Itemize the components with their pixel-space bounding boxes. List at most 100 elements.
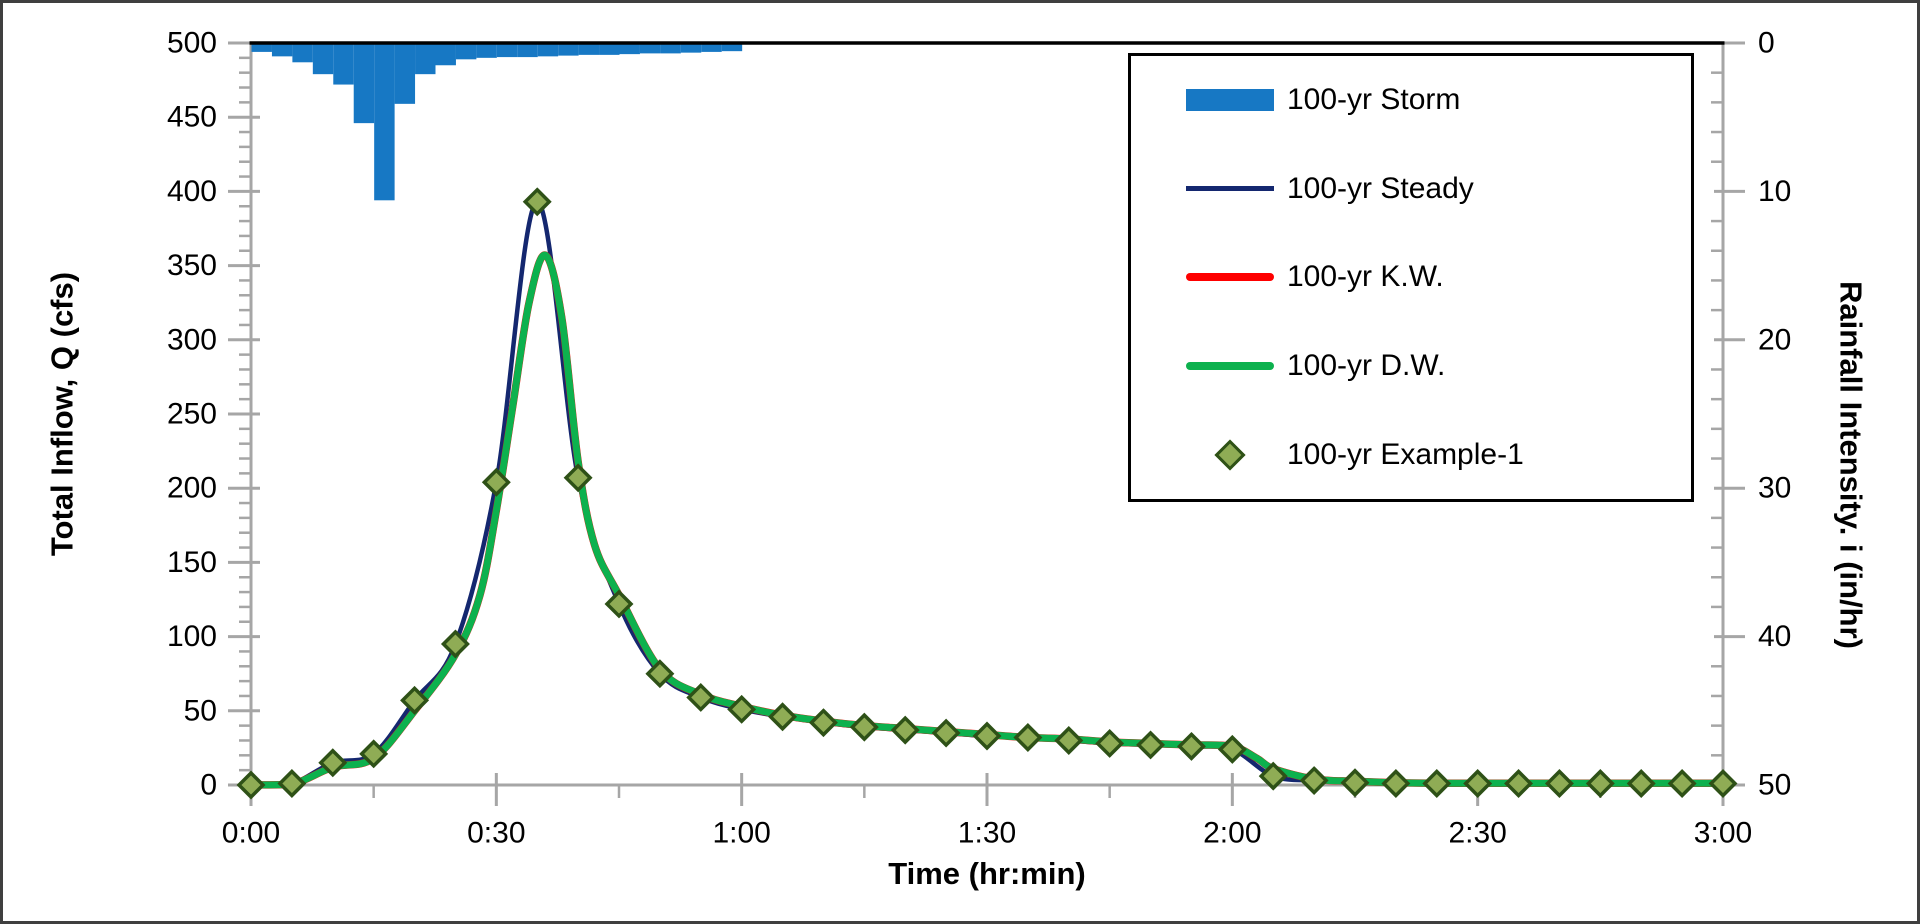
example1-diamond-marker (318, 748, 348, 778)
kw-line-swatch (1186, 273, 1274, 282)
example1-diamond-marker (1381, 769, 1411, 798)
legend-label-example1: 100-yr Example-1 (1287, 437, 1524, 471)
legend-item-steady: 100-yr Steady (1131, 145, 1691, 234)
x-tick-label: 1:00 (712, 817, 770, 850)
legend-label-dw: 100-yr D.W. (1287, 349, 1446, 383)
example1-diamond-marker (727, 694, 757, 724)
storm-bar (537, 43, 559, 57)
legend-item-dw: 100-yr D.W. (1131, 322, 1691, 411)
y-left-tick-label: 0 (200, 769, 217, 802)
storm-bar (660, 43, 681, 54)
legend-label-kw: 100-yr K.W. (1287, 260, 1444, 294)
x-axis-title: Time (hr:min) (888, 856, 1086, 891)
storm-bar (292, 43, 313, 63)
y-left-tick-label: 50 (184, 694, 217, 727)
y-left-tick-label: 200 (167, 472, 217, 505)
example1-diamond-marker (604, 589, 634, 619)
x-tick-label: 0:30 (467, 817, 525, 850)
x-tick-label: 1:30 (958, 817, 1016, 850)
example1-diamond-marker (1708, 769, 1738, 798)
example1-diamond-marker (1504, 769, 1534, 798)
example1-diamond-marker (1626, 769, 1656, 798)
axes: 0:00 0:30 1:00 1:30 2:00 2:30 3:00050100150200… (167, 27, 1791, 850)
example1-diamond-marker (645, 659, 675, 689)
example1-diamond-marker (1217, 734, 1247, 764)
example1-diamond-marker (1340, 768, 1370, 798)
storm-bar (578, 43, 600, 55)
example1-diamond-marker (768, 702, 798, 732)
y-left-axis-title: Total Inflow, Q (cfs) (45, 272, 80, 556)
example1-diamond-marker (1585, 769, 1615, 798)
storm-bar (476, 43, 497, 58)
example1-diamond-swatch (1214, 439, 1246, 471)
example1-diamond-marker (277, 769, 307, 798)
legend: 100-yr Storm 100-yr Steady 100-yr K.W. 1… (1128, 53, 1694, 502)
example1-diamond-marker (481, 467, 511, 497)
example1-diamond-marker (236, 770, 266, 800)
storm-bar (251, 43, 272, 52)
y-left-tick-label: 450 (167, 101, 217, 134)
y-left-tick-label: 500 (167, 27, 217, 60)
steady-swatch-holder (1186, 186, 1274, 192)
example1-diamond-marker (808, 708, 838, 738)
example1-diamond-marker (400, 685, 430, 715)
example1-diamond-marker (522, 187, 552, 217)
storm-bar (701, 43, 722, 52)
example1-diamond-marker (849, 712, 879, 742)
example1-diamond-marker (1013, 723, 1043, 752)
storm-bar (415, 43, 436, 75)
legend-label-storm: 100-yr Storm (1287, 83, 1461, 117)
storm-bar (271, 43, 293, 57)
storm-bar (394, 43, 416, 104)
y-right-tick-label: 30 (1758, 472, 1791, 505)
x-tick-label: 2:00 (1203, 817, 1261, 850)
example-points (236, 187, 1738, 800)
example1-diamond-marker (359, 739, 389, 769)
example1-diamond-marker (1463, 769, 1493, 798)
example1-diamond-marker (1422, 769, 1452, 798)
y-right-tick-label: 50 (1758, 769, 1791, 802)
storm-bar (619, 43, 640, 55)
y-left-tick-label: 300 (167, 323, 217, 356)
storm-bar (353, 43, 375, 124)
example1-diamond-marker (1299, 766, 1329, 796)
example1-diamond-marker (1258, 761, 1288, 791)
example1-diamond-marker (1176, 731, 1206, 761)
storm-bar (680, 43, 702, 53)
y-left-tick-label: 250 (167, 398, 217, 431)
y-left-tick-label: 100 (167, 620, 217, 653)
dw-line-swatch (1186, 362, 1274, 371)
y-left-tick-label: 400 (167, 175, 217, 208)
y-right-tick-label: 0 (1758, 27, 1775, 60)
example1-diamond-marker (1667, 769, 1697, 798)
y-right-tick-label: 10 (1758, 175, 1791, 208)
storm-bar (721, 43, 743, 52)
storm-bar (599, 43, 620, 55)
y-right-axis-title: Rainfall Intensity. i (in/hr) (1834, 281, 1869, 649)
example1-swatch-holder (1186, 439, 1274, 471)
legend-item-storm: 100-yr Storm (1131, 56, 1691, 145)
example1-diamond-marker (440, 629, 470, 659)
x-tick-label: 0:00 (222, 817, 280, 850)
storm-bar (435, 43, 456, 66)
storm-bar-swatch (1186, 89, 1274, 112)
example1-diamond-marker (1136, 730, 1166, 760)
example1-diamond-marker (1095, 728, 1125, 758)
example1-diamond-marker (686, 682, 716, 712)
y-right-tick-label: 20 (1758, 323, 1791, 356)
storm-bar (374, 43, 395, 201)
y-right-tick-label: 40 (1758, 620, 1791, 653)
legend-label-steady: 100-yr Steady (1287, 171, 1474, 205)
example1-diamond-marker (931, 718, 961, 748)
storm-bar (455, 43, 477, 60)
storm-swatch-holder (1186, 89, 1274, 112)
storm-bar (639, 43, 661, 54)
steady-line-swatch (1186, 186, 1274, 192)
example1-diamond-marker (563, 463, 593, 493)
x-tick-label: 2:30 (1448, 817, 1506, 850)
storm-bar (312, 43, 334, 75)
storm-bar (517, 43, 538, 58)
storm-bar (558, 43, 579, 56)
y-left-tick-label: 150 (167, 546, 217, 579)
